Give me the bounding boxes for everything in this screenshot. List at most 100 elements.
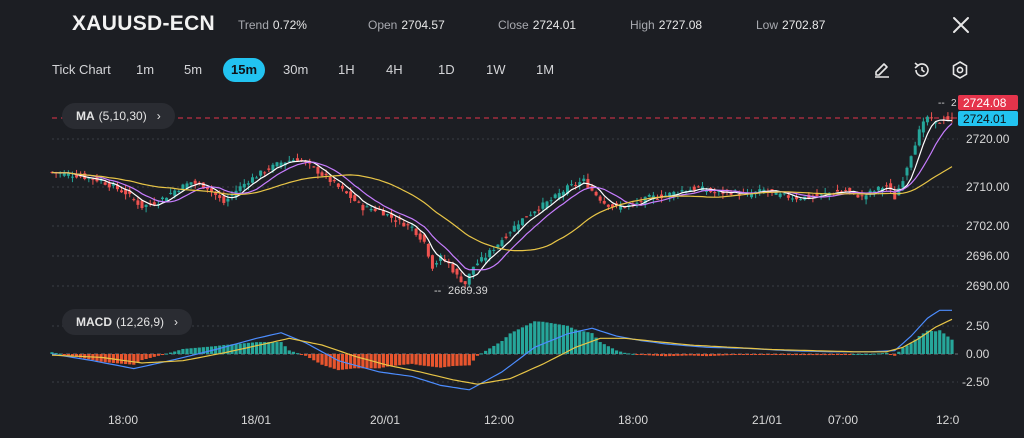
timeframe-1m[interactable]: 1m — [136, 62, 155, 77]
macd-bar — [164, 353, 169, 355]
macd-bar — [668, 354, 672, 357]
high-label: High — [630, 18, 655, 32]
candle-body — [496, 244, 500, 248]
macd-bar — [725, 354, 729, 356]
candle-body — [136, 200, 140, 205]
timeframe-4h[interactable]: 4H — [386, 62, 403, 77]
candle-body — [606, 204, 610, 207]
candle-body — [844, 190, 848, 192]
macd-bar — [574, 329, 578, 354]
macd-indicator-button[interactable]: MACD (12,26,9) › — [62, 309, 193, 335]
candle-body — [537, 209, 541, 211]
timeframe-15m[interactable]: 15m — [223, 58, 266, 82]
macd-bar — [737, 354, 741, 355]
candle-body — [111, 184, 115, 186]
macd-bar — [524, 325, 529, 354]
timeframe-1mo[interactable]: 1M — [536, 62, 555, 77]
time-tick: 12:0 — [936, 413, 960, 427]
candle-body — [332, 180, 336, 182]
candle-body — [410, 226, 414, 228]
candle-body — [426, 243, 430, 257]
macd-bar — [647, 354, 651, 356]
macd-bar — [316, 354, 320, 363]
macd-bar — [876, 353, 880, 355]
macd-bar — [398, 354, 402, 366]
macd-bar — [614, 350, 619, 354]
candle-body — [889, 183, 893, 190]
macd-bar — [471, 354, 475, 361]
min-price-annotation: 2689.39 — [448, 285, 488, 297]
macd-bar — [729, 354, 733, 356]
timeframe-5m[interactable]: 5m — [184, 62, 203, 77]
macd-bar — [377, 354, 381, 369]
macd-bar — [639, 354, 643, 355]
timeframe-1w[interactable]: 1W — [486, 62, 506, 77]
macd-bar — [704, 354, 709, 357]
macd-bar — [193, 347, 197, 354]
candle-body — [533, 211, 537, 214]
macd-bar — [782, 354, 786, 355]
candle-body — [570, 184, 574, 186]
candle-body — [328, 177, 332, 182]
candle-body — [860, 195, 864, 197]
candle-body — [336, 183, 340, 187]
candle-body — [852, 191, 856, 193]
chevron-right-icon: › — [156, 109, 161, 123]
candle-body — [545, 201, 549, 209]
macd-bar — [492, 345, 496, 354]
macd-bar — [169, 352, 173, 354]
macd-bar — [745, 354, 750, 355]
time-axis: 18:00 18/01 20/01 12:00 18:00 21/01 07:0… — [108, 413, 960, 427]
time-tick: 07:00 — [828, 413, 858, 427]
candle-body — [120, 190, 124, 193]
price-axis: 2720.00 2710.00 2702.00 2696.00 2690.00 — [966, 132, 1010, 293]
candle-body — [156, 204, 160, 206]
candle-body — [561, 191, 565, 196]
candle-body — [418, 233, 422, 240]
candle-body — [353, 195, 357, 202]
macd-bar — [790, 354, 795, 356]
candle-body — [921, 121, 925, 133]
timeframe-tick-chart[interactable]: Tick Chart — [52, 62, 111, 77]
ma-indicator-button[interactable]: MA (5,10,30) › — [62, 103, 175, 129]
macd-name: MACD — [76, 315, 112, 329]
macd-tick: 2.50 — [966, 319, 990, 333]
candle-body — [864, 195, 868, 200]
macd-bar — [733, 354, 737, 355]
candle-body — [295, 158, 299, 161]
candle-body — [381, 210, 385, 216]
macd-bar — [259, 342, 263, 354]
macd-bar — [565, 325, 570, 354]
macd-bar — [823, 354, 827, 356]
candle-body — [230, 194, 234, 196]
high-marker-annotation: -- — [938, 98, 945, 109]
ma-name: MA — [76, 109, 95, 123]
macd-bar — [610, 348, 615, 354]
open-value: 2704.57 — [401, 18, 445, 32]
instrument-header: XAUUSD-ECN Trend 0.72% Open 2704.57 Close 2… — [0, 0, 1024, 50]
high-stat: High 2727.08 — [630, 18, 702, 32]
time-tick: 18:00 — [108, 413, 138, 427]
close-icon[interactable] — [950, 14, 972, 36]
macd-bar — [344, 354, 349, 370]
macd-bar — [308, 354, 312, 359]
candle-body — [439, 255, 443, 261]
macd-bar — [484, 350, 488, 354]
timeframe-1d[interactable]: 1D — [438, 62, 455, 77]
time-tick: 20/01 — [370, 413, 400, 427]
price-tick: 2690.00 — [966, 279, 1010, 293]
macd-bar — [140, 354, 144, 361]
candle-body — [320, 172, 324, 176]
candle-body — [218, 195, 222, 198]
history-icon[interactable] — [912, 60, 932, 80]
pencil-icon[interactable] — [872, 60, 892, 80]
macd-bar — [831, 354, 835, 355]
candle-body — [917, 129, 921, 146]
macd-bar — [664, 354, 668, 357]
timeframe-1h[interactable]: 1H — [338, 62, 355, 77]
timeframe-30m[interactable]: 30m — [283, 62, 309, 77]
settings-icon[interactable] — [950, 60, 970, 80]
macd-bar — [459, 354, 463, 366]
candle-body — [430, 255, 434, 269]
